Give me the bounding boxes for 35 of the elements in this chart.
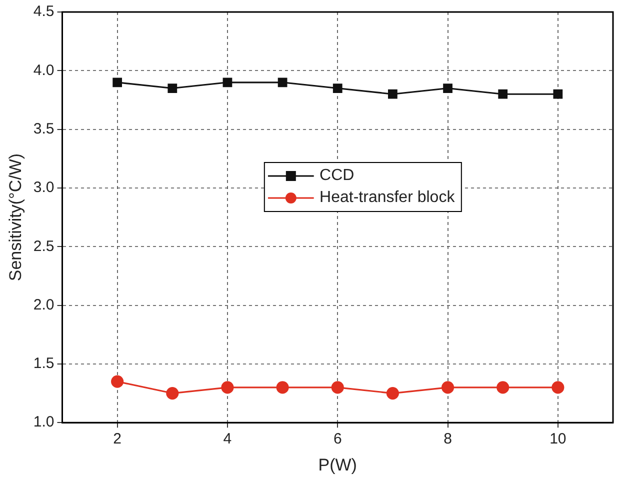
y-tick-label: 2.0 xyxy=(33,296,54,314)
y-tick-label: 1.5 xyxy=(33,355,54,372)
y-tick-label: 2.5 xyxy=(33,238,54,255)
point xyxy=(221,381,234,394)
point xyxy=(331,381,344,394)
point xyxy=(222,78,232,88)
y-axis-title: Sensitivity(°C/W) xyxy=(6,153,25,282)
y-tick-label: 4.0 xyxy=(33,62,54,79)
x-tick-label: 10 xyxy=(550,430,566,448)
point xyxy=(441,381,454,394)
legend-label: Heat-transfer block xyxy=(320,189,455,208)
point xyxy=(332,84,342,93)
point xyxy=(386,386,399,400)
point xyxy=(388,89,398,99)
point xyxy=(553,89,563,99)
point xyxy=(111,375,124,388)
y-tick-label: 4.5 xyxy=(33,3,54,20)
point xyxy=(166,386,179,400)
x-tick-label: 4 xyxy=(223,430,232,448)
point xyxy=(168,84,178,93)
x-axis-title: P(W) xyxy=(318,455,357,474)
point xyxy=(496,381,510,394)
point xyxy=(498,89,508,99)
y-tick-label: 3.5 xyxy=(33,120,54,138)
point xyxy=(112,78,122,88)
legend-label: CCD xyxy=(320,167,354,186)
point xyxy=(276,381,289,394)
y-tick-label: 1.0 xyxy=(33,414,54,431)
point xyxy=(552,381,564,394)
x-tick-label: 8 xyxy=(444,430,452,448)
x-tick-label: 6 xyxy=(333,430,342,448)
x-tick-label: 2 xyxy=(113,430,122,448)
point xyxy=(278,78,288,88)
y-tick-label: 3.0 xyxy=(33,179,54,196)
point xyxy=(443,84,452,93)
